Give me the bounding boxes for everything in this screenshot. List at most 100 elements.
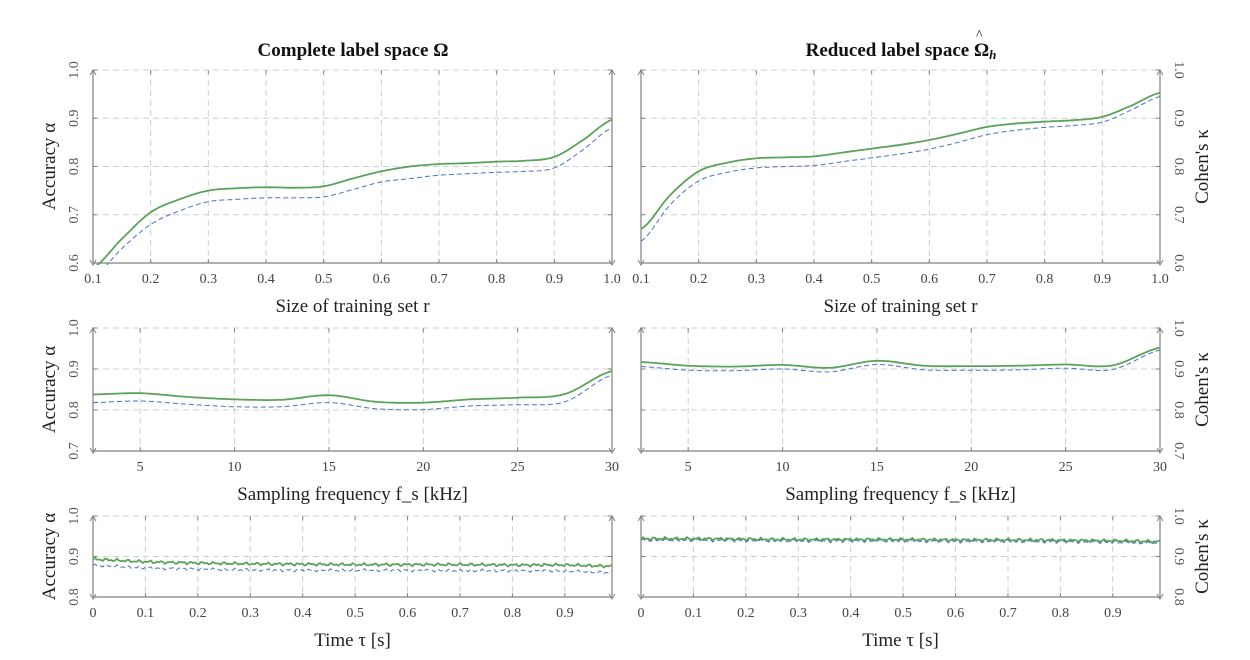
y-tick-label: 0.7: [67, 206, 82, 224]
axis-arrow: [1156, 593, 1164, 600]
x-tick-label: 5: [685, 460, 692, 475]
axis-arrow: [637, 69, 645, 76]
x-axis-label: Sampling frequency f_s [kHz]: [785, 484, 1016, 505]
x-tick-label: 0.6: [373, 272, 391, 287]
x-tick-label: 0.5: [315, 272, 333, 287]
x-tick-label: 0.9: [1104, 606, 1122, 621]
y-tick-label: 0.9: [1171, 548, 1186, 566]
y-tick-label: 0.6: [67, 254, 82, 272]
x-tick-label: 10: [776, 460, 790, 475]
x-tick-label: 5: [137, 460, 144, 475]
x-tick-label: 1.0: [1151, 272, 1169, 287]
chart-panel-top-right: 0.1 0.2 0.3 0.4 0.5 0.6 0.7 0.8 0.9 1.00.60.70.80…: [632, 61, 1213, 317]
chart-panel-middle-left: 5 10 15 20 25 30 0.7 0.8 0.9 1.0 Sampling frequenc…: [39, 319, 619, 505]
x-tick-label: 0.1: [84, 272, 102, 287]
axis-arrow: [1156, 515, 1164, 522]
x-tick-label: 0.9: [1094, 272, 1112, 287]
y-axis-label: Accuracy α: [39, 346, 60, 434]
x-tick-label: 0.7: [430, 272, 448, 287]
series-line-accuracy: [93, 556, 612, 569]
axis-arrow: [89, 327, 97, 334]
x-tick-label: 30: [1153, 460, 1167, 475]
x-tick-label: 0.4: [257, 272, 275, 287]
series-line-kappa: [106, 127, 612, 265]
x-tick-label: 0.1: [137, 606, 155, 621]
y-tick-label: 0.8: [1171, 158, 1186, 176]
x-axis-label: Time τ [s]: [862, 630, 939, 651]
y-tick-label: 0.8: [67, 158, 82, 176]
y-axis-label: Cohen's κ: [1192, 129, 1213, 204]
y-tick-label: 0.6: [1171, 254, 1186, 272]
right-column-title: Reduced label space Ωh: [641, 28, 1161, 63]
axis-arrow: [608, 593, 616, 600]
x-tick-label: 0.7: [451, 606, 469, 621]
x-tick-label: 0.8: [504, 606, 522, 621]
chart-panel-bottom-right: 0 0.1 0.2 0.3 0.4 0.5 0.6 0.7 0.8 0.9 0.8 0.9 1.0 Tim…: [638, 507, 1214, 651]
x-tick-label: 0.5: [863, 272, 881, 287]
axis-arrow: [1156, 327, 1164, 334]
x-tick-label: 0.3: [790, 606, 808, 621]
x-tick-label: 0.5: [894, 606, 912, 621]
y-tick-label: 0.8: [1171, 588, 1186, 606]
x-tick-label: 0.4: [842, 606, 860, 621]
left-title-symbol: Ω: [433, 40, 449, 61]
y-tick-label: 0.8: [67, 588, 82, 606]
y-tick-label: 1.0: [67, 61, 82, 79]
series-line-accuracy: [95, 118, 612, 265]
x-tick-label: 0.6: [399, 606, 417, 621]
axis-arrow: [637, 447, 645, 454]
x-tick-label: 0.3: [242, 606, 260, 621]
series-line-accuracy: [93, 370, 612, 404]
x-tick-label: 0.2: [189, 606, 207, 621]
x-tick-label: 1.0: [603, 272, 621, 287]
series-line-accuracy: [641, 91, 1160, 230]
x-tick-label: 0.1: [685, 606, 703, 621]
y-tick-label: 1.0: [1171, 319, 1186, 337]
y-axis-label: Accuracy α: [39, 123, 60, 211]
y-tick-label: 1.0: [67, 319, 82, 337]
axis-arrow: [608, 69, 616, 76]
series-line-kappa: [93, 374, 612, 411]
series-line-kappa: [641, 349, 1160, 373]
x-tick-label: 0.5: [346, 606, 364, 621]
y-tick-label: 0.9: [67, 360, 82, 378]
y-tick-label: 1.0: [1171, 507, 1186, 525]
x-tick-label: 0.4: [805, 272, 823, 287]
x-tick-label: 0.6: [947, 606, 965, 621]
y-tick-label: 0.9: [1171, 360, 1186, 378]
y-tick-label: 0.7: [67, 442, 82, 460]
x-tick-label: 30: [605, 460, 619, 475]
right-title-subscript: h: [989, 47, 997, 62]
x-axis-label: Sampling frequency f_s [kHz]: [237, 484, 468, 505]
axis-arrow: [89, 447, 97, 454]
y-tick-label: 0.9: [1171, 110, 1186, 128]
x-tick-label: 0.8: [1036, 272, 1054, 287]
axis-arrow: [637, 327, 645, 334]
x-tick-label: 10: [228, 460, 242, 475]
y-axis-label: Cohen's κ: [1192, 352, 1213, 427]
x-tick-label: 0.7: [999, 606, 1017, 621]
series-line-kappa: [641, 538, 1160, 546]
x-tick-label: 0.1: [632, 272, 650, 287]
left-title-text: Complete label space: [257, 40, 429, 61]
y-tick-label: 0.7: [1171, 442, 1186, 460]
y-tick-label: 0.9: [67, 110, 82, 128]
y-tick-label: 0.8: [1171, 401, 1186, 419]
x-tick-label: 15: [322, 460, 336, 475]
x-tick-label: 0.2: [690, 272, 708, 287]
x-tick-label: 20: [416, 460, 430, 475]
x-tick-label: 0.7: [978, 272, 996, 287]
chart-panel-top-left: 0.1 0.2 0.3 0.4 0.5 0.6 0.7 0.8 0.9 1.0 0.6 0.7 0.8 0…: [39, 61, 621, 317]
axis-arrow: [1156, 259, 1164, 266]
y-tick-label: 0.7: [1171, 206, 1186, 224]
x-tick-label: 15: [870, 460, 884, 475]
x-tick-label: 0.3: [200, 272, 218, 287]
series-line-kappa: [641, 96, 1160, 242]
x-tick-label: 0.9: [556, 606, 574, 621]
x-tick-label: 0.8: [488, 272, 506, 287]
axis-arrow: [637, 515, 645, 522]
axis-arrow: [1156, 447, 1164, 454]
series-line-kappa: [93, 563, 612, 575]
axis-arrow: [608, 515, 616, 522]
